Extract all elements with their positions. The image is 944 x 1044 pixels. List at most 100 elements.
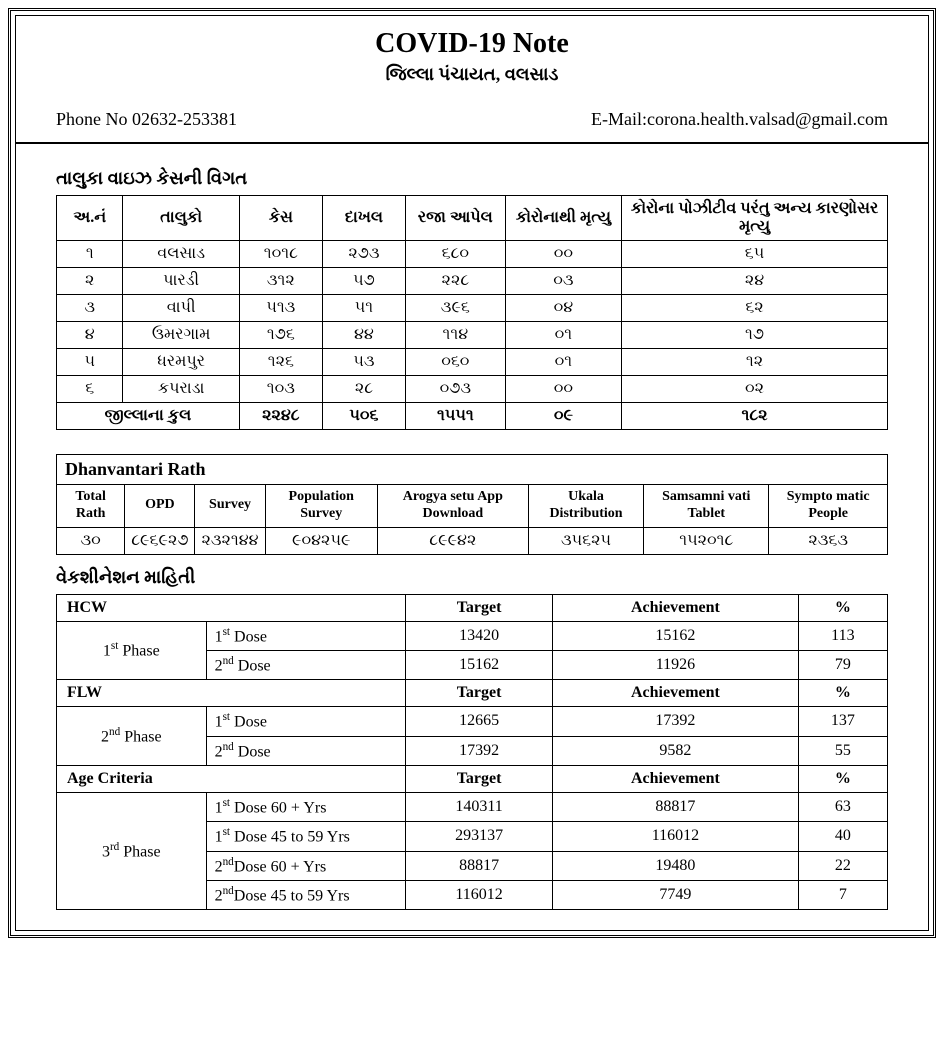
taluka-total-row: જીલ્લાના કુલ૨૨૪૮૫૦૬૧૫૫૧૦૯૧૮૨	[57, 403, 888, 430]
vac-phase1: 1st Phase	[57, 621, 207, 680]
taluka-col-sn: અ.નં	[57, 196, 123, 241]
taluka-cell: ૦૩	[505, 268, 621, 295]
vac-flw-label: FLW	[57, 680, 406, 707]
taluka-cell: ૧૨	[622, 349, 888, 376]
taluka-cell: ૧૦૩	[239, 376, 322, 403]
vac-age-4-pct: 7	[798, 880, 887, 909]
vac-hcw-dose2: 2nd Dose	[206, 650, 405, 679]
taluka-cell: ૧૧૪	[405, 322, 505, 349]
taluka-col-discharge: રજા આપેલ	[405, 196, 505, 241]
dh-col-3: Population Survey	[265, 485, 377, 528]
taluka-total-cell: ૧૮૨	[622, 403, 888, 430]
dh-val-6: ૧૫૨૦૧૮	[644, 527, 769, 554]
vac-col-achievement-3: Achievement	[553, 765, 799, 792]
taluka-row: ૨પારડી૩૧૨૫૭૨૨૮૦૩૨૪	[57, 268, 888, 295]
vac-age-1-target: 140311	[406, 792, 553, 821]
dh-col-1: OPD	[125, 485, 195, 528]
vac-hcw-2-ach: 11926	[553, 650, 799, 679]
vac-age-4-ach: 7749	[553, 880, 799, 909]
vac-age-dose2-60: 2ndDose 60 + Yrs	[206, 851, 405, 880]
taluka-cell: ૩	[57, 295, 123, 322]
taluka-row: ૧વલસાડ૧૦૧૮૨૭૩૬૮૦૦૦૬૫	[57, 241, 888, 268]
vac-age-row-1: 3rd Phase 1st Dose 60 + Yrs 140311 88817…	[57, 792, 888, 821]
taluka-col-case: કેસ	[239, 196, 322, 241]
dh-val-4: ૮૯૯૪૨	[377, 527, 528, 554]
vac-age-dose1-60: 1st Dose 60 + Yrs	[206, 792, 405, 821]
dhanvantari-table: Total Rath OPD Survey Population Survey …	[56, 484, 888, 555]
document-title: COVID-19 Note	[16, 28, 928, 60]
taluka-col-name: તાલુકો	[123, 196, 239, 241]
vac-hcw-label: HCW	[57, 594, 406, 621]
taluka-total-label: જીલ્લાના કુલ	[57, 403, 240, 430]
taluka-cell: ૧૭૬	[239, 322, 322, 349]
taluka-cell: ૩૯૬	[405, 295, 505, 322]
vac-hcw-1-pct: 113	[798, 621, 887, 650]
vac-age-2-ach: 116012	[553, 822, 799, 851]
vac-col-target: Target	[406, 594, 553, 621]
vac-age-dose1-45: 1st Dose 45 to 59 Yrs	[206, 822, 405, 851]
dhanvantari-section: Dhanvantari Rath Total Rath OPD Survey P…	[56, 454, 888, 555]
vac-age-1-pct: 63	[798, 792, 887, 821]
vac-col-percent-2: %	[798, 680, 887, 707]
vac-hcw-2-pct: 79	[798, 650, 887, 679]
vac-phase3: 3rd Phase	[57, 792, 207, 909]
dh-col-4: Arogya setu App Download	[377, 485, 528, 528]
vac-flw-2-ach: 9582	[553, 736, 799, 765]
vac-age-2-pct: 40	[798, 822, 887, 851]
taluka-cell: ૬૮૦	[405, 241, 505, 268]
vac-flw-1-target: 12665	[406, 707, 553, 736]
taluka-cell: ૪૪	[322, 322, 405, 349]
vac-flw-dose1: 1st Dose	[206, 707, 405, 736]
taluka-cell: ૦૪	[505, 295, 621, 322]
vac-col-percent-3: %	[798, 765, 887, 792]
taluka-col-admit: દાખલ	[322, 196, 405, 241]
taluka-cell: ૦૧	[505, 322, 621, 349]
taluka-cell: ૦૧	[505, 349, 621, 376]
taluka-cell: ૨૮	[322, 376, 405, 403]
header-section: COVID-19 Note જિલ્લા પંચાયત, વલસાડ	[16, 16, 928, 93]
taluka-cell: ૨૨૮	[405, 268, 505, 295]
taluka-cell: ઉમરગામ	[123, 322, 239, 349]
vac-flw-2-target: 17392	[406, 736, 553, 765]
contact-row: Phone No 02632-253381 E-Mail:corona.heal…	[16, 93, 928, 144]
taluka-cell: ૦૨	[622, 376, 888, 403]
dh-col-6: Samsamni vati Tablet	[644, 485, 769, 528]
vac-col-achievement: Achievement	[553, 594, 799, 621]
taluka-total-cell: ૧૫૫૧	[405, 403, 505, 430]
vac-col-target-2: Target	[406, 680, 553, 707]
dh-val-3: ૯૦૪૨૫૯	[265, 527, 377, 554]
taluka-row: ૬કપરાડા૧૦૩૨૮૦૭૩૦૦૦૨	[57, 376, 888, 403]
taluka-row: ૪ઉમરગામ૧૭૬૪૪૧૧૪૦૧૧૭	[57, 322, 888, 349]
taluka-cell: ૬૨	[622, 295, 888, 322]
dh-val-0: ૩૦	[57, 527, 125, 554]
taluka-cell: ૫૭	[322, 268, 405, 295]
dh-val-1: ૮૯૬૯૨૭	[125, 527, 195, 554]
dhanvantari-title: Dhanvantari Rath	[56, 454, 888, 484]
taluka-cell: ૧૦૧૮	[239, 241, 322, 268]
taluka-cell: ૫૩	[322, 349, 405, 376]
vac-hcw-row-1: 1st Phase 1st Dose 13420 15162 113	[57, 621, 888, 650]
vac-hcw-header: HCW Target Achievement %	[57, 594, 888, 621]
vac-hcw-1-ach: 15162	[553, 621, 799, 650]
taluka-row: ૩વાપી૫૧૩૫૧૩૯૬૦૪૬૨	[57, 295, 888, 322]
taluka-cell: ૪	[57, 322, 123, 349]
vac-age-dose2-45: 2ndDose 45 to 59 Yrs	[206, 880, 405, 909]
vac-age-4-target: 116012	[406, 880, 553, 909]
vaccination-section-title: વેકશીનેશન માહિતી	[56, 567, 888, 588]
phone-label: Phone No 02632-253381	[56, 109, 237, 130]
taluka-cell: ૩૧૨	[239, 268, 322, 295]
document-inner-border: COVID-19 Note જિલ્લા પંચાયત, વલસાડ Phone…	[15, 15, 929, 931]
vac-flw-header: FLW Target Achievement %	[57, 680, 888, 707]
taluka-cell: કપરાડા	[123, 376, 239, 403]
dh-col-2: Survey	[195, 485, 265, 528]
taluka-section-title: તાલુકા વાઇઝ કેસની વિગત	[56, 168, 888, 189]
taluka-total-cell: ૫૦૬	[322, 403, 405, 430]
taluka-col-other: કોરોના પોઝીટીવ પરંતુ અન્ય કારણોસર મૃત્યુ	[622, 196, 888, 241]
dh-col-7: Sympto matic People	[769, 485, 888, 528]
taluka-total-cell: ૨૨૪૮	[239, 403, 322, 430]
taluka-cell: વલસાડ	[123, 241, 239, 268]
vac-col-target-3: Target	[406, 765, 553, 792]
dh-val-7: ૨૩૬૩	[769, 527, 888, 554]
vac-flw-1-pct: 137	[798, 707, 887, 736]
vac-phase2: 2nd Phase	[57, 707, 207, 766]
